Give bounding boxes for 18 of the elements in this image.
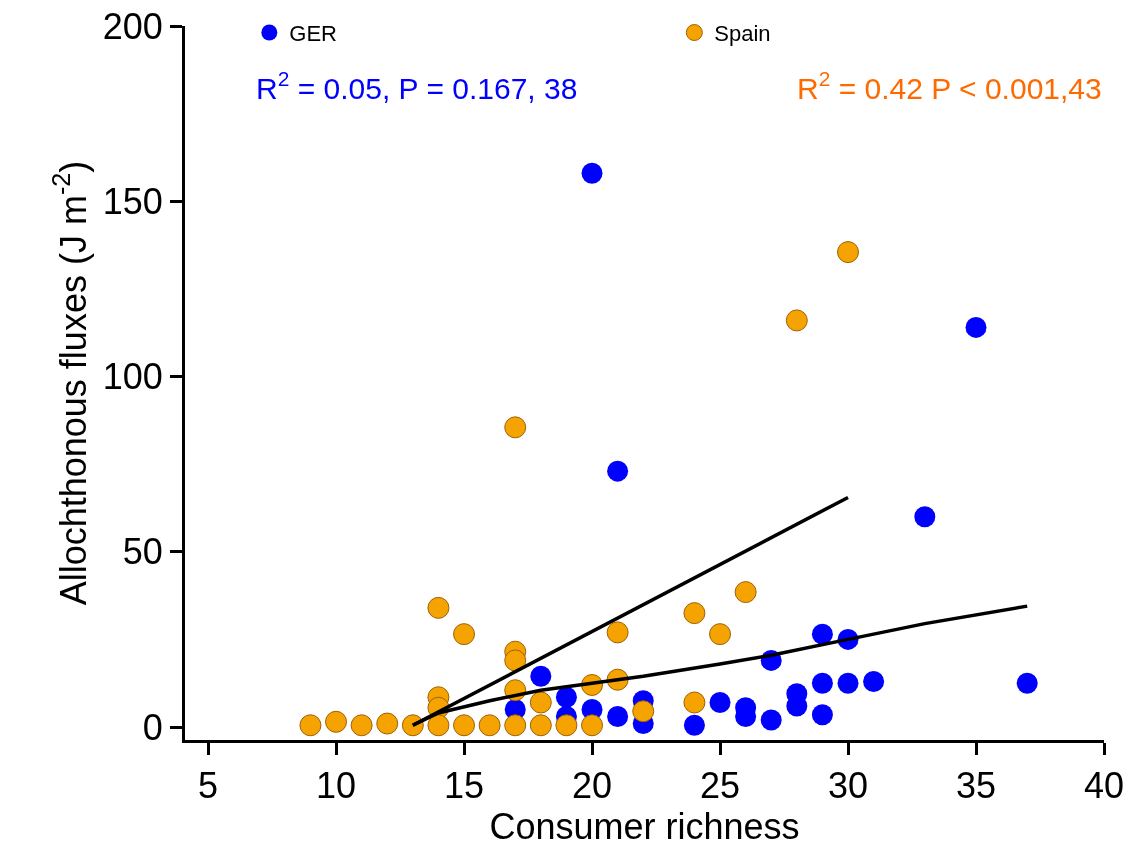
legend-label: GER — [289, 21, 338, 47]
y-tick-label: 100 — [102, 356, 163, 398]
x-tick-label: 5 — [198, 765, 219, 807]
y-tick-label: 150 — [102, 180, 163, 222]
x-tick-label: 15 — [444, 765, 485, 807]
x-tick-label: 20 — [572, 765, 613, 807]
y-tick-label: 0 — [142, 706, 163, 748]
x-tick-label: 35 — [955, 765, 997, 807]
y-tick-label: 50 — [122, 531, 163, 573]
x-tick-label: 30 — [827, 765, 869, 807]
x-axis-title: Consumer richness — [489, 806, 800, 848]
annotation: R$^{2}$ = 0.42 P < 0.001,43 — [797, 67, 1102, 105]
x-tick-label: 10 — [316, 765, 357, 807]
x-tick-label: 40 — [1083, 765, 1125, 807]
annotation: R$^{2}$ = 0.05, P = 0.167, 38 — [256, 67, 578, 105]
x-tick-label: 25 — [700, 765, 741, 807]
legend-label: Spain — [714, 21, 771, 47]
y-tick-label: 200 — [102, 5, 163, 47]
